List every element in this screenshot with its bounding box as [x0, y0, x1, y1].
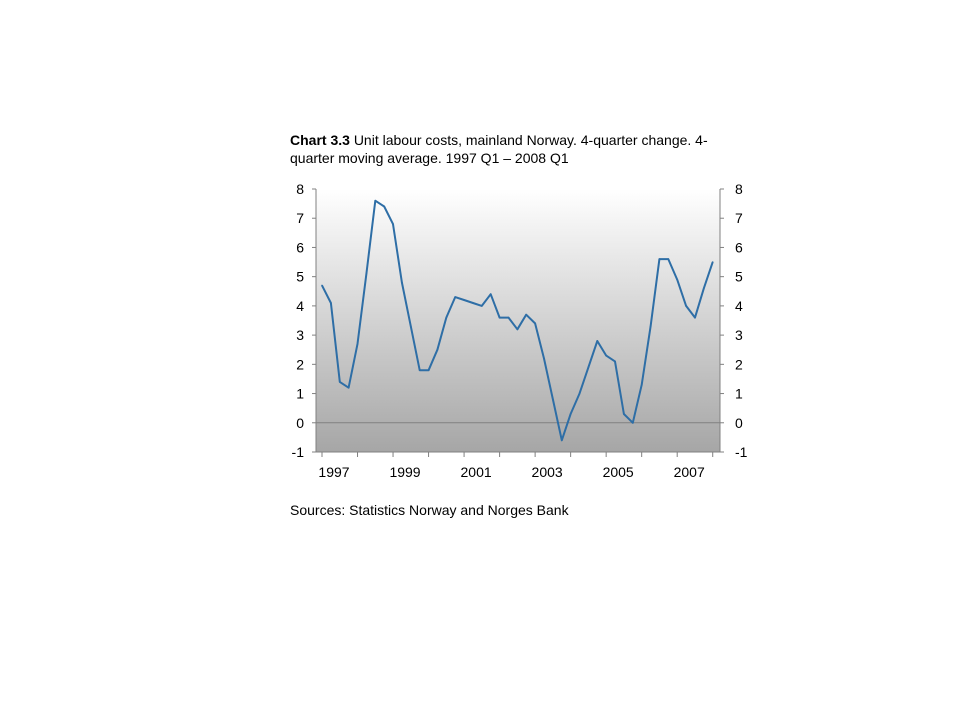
data-point [498, 316, 501, 319]
data-point [445, 316, 448, 319]
series-line-group [321, 199, 714, 442]
data-point [436, 348, 439, 351]
x-tick-label: 2003 [532, 464, 563, 480]
chart-title-text: Unit labour costs, mainland Norway. 4-qu… [290, 132, 708, 166]
y-tick-label-right: 6 [735, 239, 743, 255]
data-point [347, 386, 350, 389]
y-tick-label-right: 4 [735, 298, 743, 314]
data-point [578, 392, 581, 395]
data-point [534, 322, 536, 325]
data-point [543, 357, 545, 360]
data-point [640, 384, 643, 386]
chart-title-label: Chart 3.3 [290, 132, 350, 148]
x-tick-label: 2001 [461, 464, 492, 480]
data-point [516, 328, 519, 331]
y-tick-label-right: 5 [735, 269, 743, 285]
data-point [676, 278, 678, 281]
data-point [339, 381, 341, 383]
data-point [507, 316, 510, 319]
y-tick-label-left: 6 [296, 239, 304, 255]
y-tick-label-left: 5 [296, 269, 304, 285]
data-point [623, 413, 625, 415]
y-tick-label-right: -1 [735, 444, 748, 460]
data-point [410, 325, 412, 328]
data-point [401, 281, 403, 284]
y-tick-label-left: 0 [296, 415, 304, 431]
tick-labels: 8 8 7 7 6 6 5 5 4 4 3 3 2 2 1 1 0 0 -1 -1 1997 1999 2001 2003 20… [292, 181, 748, 480]
data-point [552, 398, 554, 401]
plot-area [316, 189, 720, 452]
y-tick-label-right: 8 [735, 181, 743, 197]
y-tick-label-right: 3 [735, 327, 743, 343]
data-point [632, 422, 634, 424]
data-point [392, 223, 394, 225]
data-point [703, 287, 705, 290]
data-point [525, 313, 527, 316]
x-tick-label: 1997 [318, 464, 349, 480]
data-point [569, 413, 572, 415]
data-point [489, 293, 492, 296]
x-tick-label: 2007 [674, 464, 705, 480]
data-point [694, 316, 696, 319]
data-point [472, 302, 474, 304]
data-point [481, 305, 483, 307]
data-point [649, 325, 652, 328]
y-tick-label-left: 4 [296, 298, 304, 314]
data-point [685, 305, 687, 307]
y-tick-label-right: 1 [735, 386, 743, 402]
data-point [463, 299, 465, 301]
data-point [427, 369, 430, 372]
data-point [374, 199, 377, 202]
y-tick-label-left: 8 [296, 181, 304, 197]
data-point [454, 296, 457, 298]
data-point [365, 272, 368, 275]
y-tick-label-left: 2 [296, 356, 304, 372]
chart-title: Chart 3.3 Unit labour costs, mainland No… [290, 131, 710, 167]
data-point [605, 354, 607, 357]
chart-source: Sources: Statistics Norway and Norges Ba… [290, 502, 569, 518]
x-tick-label: 1999 [389, 464, 420, 480]
y-tick-label-left: 7 [296, 210, 304, 226]
data-point [667, 258, 670, 260]
x-tick-label: 2005 [603, 464, 634, 480]
data-point [614, 360, 616, 363]
y-tick-label-right: 2 [735, 356, 743, 372]
data-point [418, 369, 421, 372]
data-point [711, 261, 714, 263]
data-point [330, 302, 332, 304]
data-point [587, 366, 590, 369]
y-tick-label-right: 0 [735, 415, 743, 431]
y-tick-label-right: 7 [735, 210, 743, 226]
y-tick-label-left: 3 [296, 327, 304, 343]
data-point [356, 343, 359, 345]
data-point [596, 340, 599, 342]
data-point [658, 258, 661, 260]
data-point [561, 439, 563, 442]
y-tick-label-left: -1 [292, 444, 305, 460]
data-point [321, 284, 323, 287]
data-point [383, 205, 386, 208]
axes [312, 188, 724, 457]
y-tick-label-left: 1 [296, 386, 304, 402]
